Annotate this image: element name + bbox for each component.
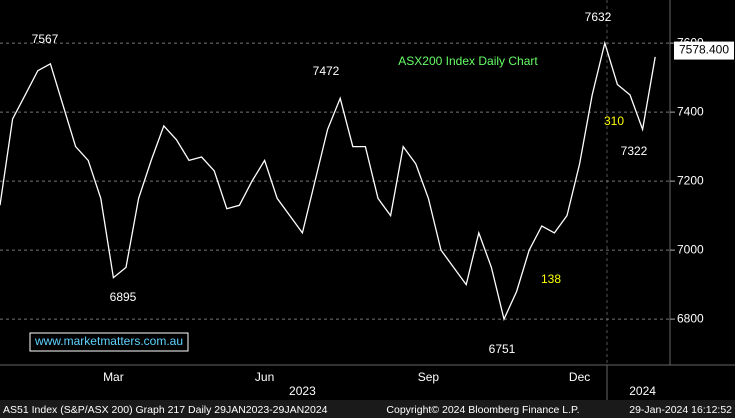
annotation: 7632 xyxy=(585,10,612,24)
annotation: 6895 xyxy=(110,290,137,304)
footer-center: Copyright© 2024 Bloomberg Finance L.P. xyxy=(386,404,579,416)
x-tick-label: Dec xyxy=(569,370,590,384)
annotation: 7472 xyxy=(313,64,340,78)
watermark-box xyxy=(29,332,189,352)
x-tick-label: Mar xyxy=(103,370,124,384)
y-tick-label: 7200 xyxy=(677,173,704,187)
chart-title: ASX200 Index Daily Chart xyxy=(398,54,538,68)
annotation: 7567 xyxy=(32,32,59,46)
annotation: 6751 xyxy=(489,342,516,356)
y-tick-label: 7000 xyxy=(677,242,704,256)
annotation: 310 xyxy=(604,114,624,128)
x-tick-label: Jun xyxy=(255,370,274,384)
y-tick-label: 6800 xyxy=(677,311,704,325)
x-tick-label: Sep xyxy=(418,370,440,384)
last-price-box xyxy=(674,41,734,60)
footer-left: AS51 Index (S&P/ASX 200) Graph 217 Daily… xyxy=(3,404,328,416)
annotation: 7322 xyxy=(621,144,648,158)
last-price-label: 7578.400 xyxy=(679,43,729,57)
year-label: 2024 xyxy=(629,384,656,398)
y-tick-label: 7400 xyxy=(677,104,704,118)
annotation: 138 xyxy=(541,272,561,286)
footer-right: 29-Jan-2024 16:12:52 xyxy=(629,404,732,416)
footer-bar xyxy=(0,400,735,418)
price-line xyxy=(0,40,656,322)
year-label: 2023 xyxy=(289,384,316,398)
watermark: www.marketmatters.com.au xyxy=(34,334,183,348)
